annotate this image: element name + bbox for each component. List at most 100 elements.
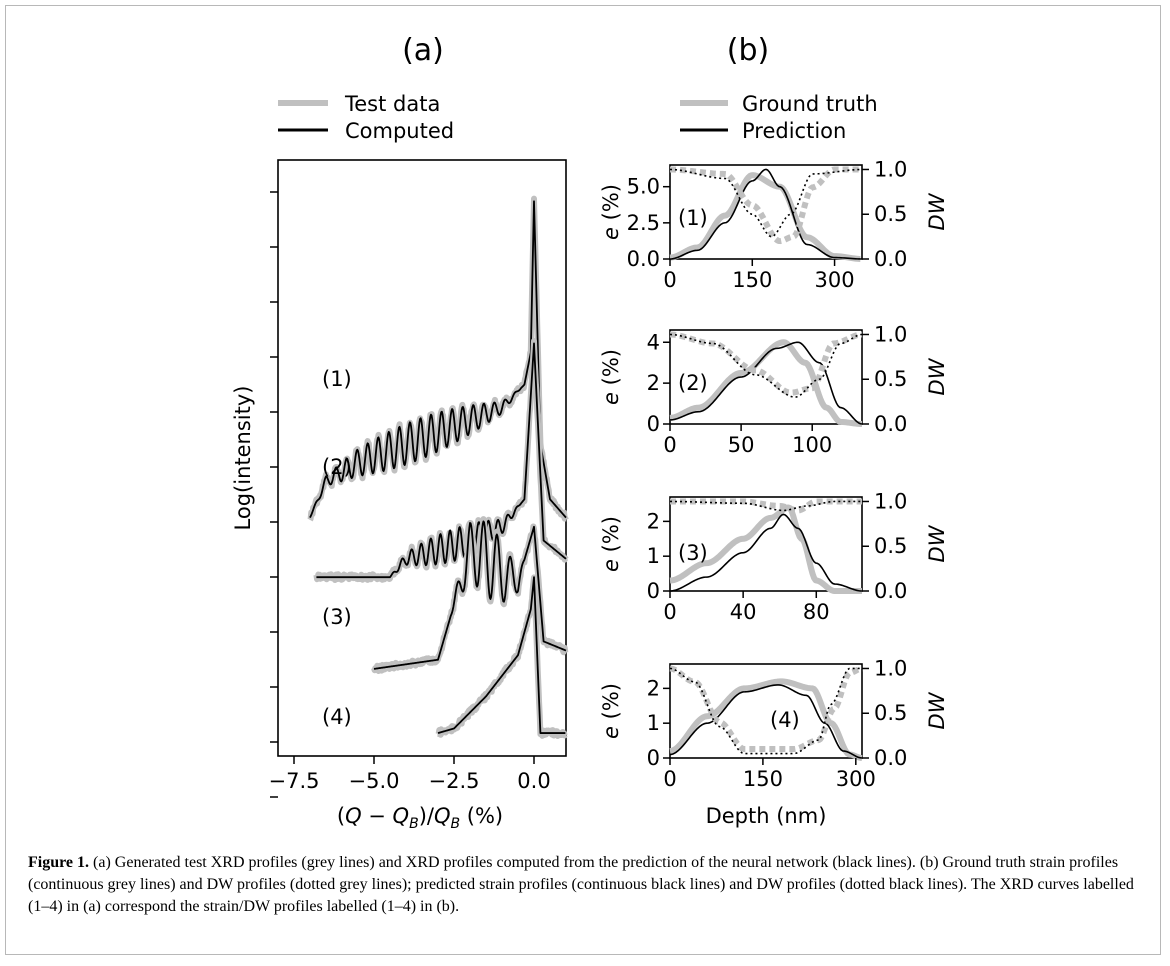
depth-tick-label: 300 bbox=[815, 268, 855, 292]
profile-axes-frame bbox=[669, 496, 863, 592]
panel-a-label: (a) bbox=[402, 33, 444, 68]
figure-frame bbox=[5, 5, 1161, 955]
xrd-x-tick-label: 0.0 bbox=[517, 769, 550, 793]
dw-tick-label: 0.5 bbox=[874, 701, 907, 725]
depth-tick-label: 0 bbox=[663, 767, 676, 791]
strain-tick-label: 5.0 bbox=[627, 175, 660, 199]
strain-tick-label: 1 bbox=[647, 711, 660, 735]
dw-tick-label: 1.0 bbox=[874, 656, 907, 680]
ground-truth-strain-curve bbox=[668, 504, 864, 594]
dw-tick-label: 0.5 bbox=[874, 367, 907, 391]
strain-tick-label: 4 bbox=[647, 330, 660, 354]
computed-curve bbox=[309, 200, 567, 519]
strain-axis-label: e (%) bbox=[599, 683, 623, 739]
figure-canvas: (a) (b) Test data Computed Ground truth … bbox=[231, 33, 949, 832]
xrd-y-ticks bbox=[270, 191, 278, 798]
profile-axes-frame bbox=[669, 329, 863, 425]
xrd-x-ticks: −7.5 −5.0 −2.5 0.0 bbox=[269, 756, 551, 793]
profile-chart-3: 0 1 2 0.0 0.5 1.0 0 40 80 e (%) DW (3) bbox=[599, 489, 949, 624]
profile-label: (4) bbox=[770, 708, 800, 732]
depth-tick-label: 0 bbox=[663, 433, 676, 457]
dw-tick-label: 1.0 bbox=[874, 322, 907, 346]
computed-curve bbox=[373, 520, 567, 670]
prediction-dw-curve bbox=[669, 333, 863, 398]
ground-truth-dw-curve bbox=[668, 665, 864, 753]
xrd-label-4: (4) bbox=[322, 705, 352, 729]
dw-tick-label: 1.0 bbox=[874, 157, 907, 181]
prediction-strain-curve bbox=[669, 341, 863, 425]
profile-chart-4: 0 1 2 0.0 0.5 1.0 0 150 300 e (%) DW (4) bbox=[599, 656, 949, 791]
legend-prediction-label: Prediction bbox=[742, 119, 846, 143]
depth-axis-label: Depth (nm) bbox=[706, 804, 827, 828]
dw-tick-label: 0.0 bbox=[874, 247, 907, 271]
strain-tick-label: 0 bbox=[647, 412, 660, 436]
caption-text: (a) Generated test XRD profiles (grey li… bbox=[28, 854, 1134, 915]
dw-axis-label: DW bbox=[925, 357, 949, 395]
dw-tick-label: 0.0 bbox=[874, 746, 907, 770]
computed-curve bbox=[316, 342, 567, 579]
profile-axes-frame bbox=[669, 663, 863, 759]
prediction-strain-curve bbox=[669, 168, 861, 260]
depth-tick-label: 80 bbox=[803, 600, 830, 624]
legend-ground-truth-label: Ground truth bbox=[742, 92, 878, 116]
xrd-x-tick-label: −5.0 bbox=[349, 769, 400, 793]
strain-tick-label: 0 bbox=[647, 746, 660, 770]
strain-tick-label: 2 bbox=[647, 676, 660, 700]
dw-tick-label: 0.5 bbox=[874, 534, 907, 558]
profile-label: (3) bbox=[678, 541, 708, 565]
strain-axis-label: e (%) bbox=[599, 184, 623, 240]
xrd-x-axis-label: (Q − QB)/QB (%) bbox=[337, 804, 503, 832]
computed-curve bbox=[437, 576, 566, 734]
dw-tick-label: 0.0 bbox=[874, 412, 907, 436]
dw-tick-label: 1.0 bbox=[874, 489, 907, 513]
strain-tick-label: 1 bbox=[647, 544, 660, 568]
caption-label: Figure 1. bbox=[28, 854, 90, 871]
dw-axis-label: DW bbox=[925, 192, 949, 230]
depth-tick-label: 150 bbox=[743, 767, 783, 791]
figure-caption: Figure 1. (a) Generated test XRD profile… bbox=[28, 852, 1138, 918]
profile-chart-2: 0 2 4 0.0 0.5 1.0 0 50 100 e (%) DW (2) bbox=[599, 322, 949, 457]
panel-b-label: (b) bbox=[727, 33, 769, 68]
strain-axis-label: e (%) bbox=[599, 349, 623, 405]
xrd-axes-frame bbox=[277, 159, 567, 757]
strain-tick-label: 2 bbox=[647, 371, 660, 395]
prediction-dw-curve bbox=[669, 168, 861, 238]
depth-tick-label: 0 bbox=[663, 268, 676, 292]
depth-tick-label: 40 bbox=[730, 600, 757, 624]
dw-tick-label: 0.5 bbox=[874, 202, 907, 226]
depth-tick-label: 100 bbox=[792, 433, 832, 457]
xrd-label-2: (2) bbox=[322, 455, 352, 479]
depth-tick-label: 50 bbox=[728, 433, 755, 457]
strain-tick-label: 0 bbox=[647, 579, 660, 603]
xrd-y-axis-label: Log(intensity) bbox=[231, 386, 255, 531]
dw-axis-label: DW bbox=[925, 524, 949, 562]
ground-truth-dw-curve bbox=[668, 331, 864, 396]
profile-axes-frame bbox=[669, 164, 863, 260]
xrd-curves bbox=[307, 195, 569, 739]
ground-truth-strain-curve bbox=[668, 678, 864, 761]
prediction-strain-curve bbox=[669, 684, 863, 759]
ground-truth-strain-curve bbox=[668, 172, 862, 262]
ground-truth-dw-curve bbox=[668, 498, 864, 514]
depth-tick-label: 0 bbox=[663, 600, 676, 624]
xrd-label-3: (3) bbox=[322, 605, 352, 629]
strain-axis-label: e (%) bbox=[599, 516, 623, 572]
strain-tick-label: 2 bbox=[647, 509, 660, 533]
xrd-chart: −7.5 −5.0 −2.5 0.0 (1) (2) (3) (4) Log(inte… bbox=[231, 159, 569, 832]
profile-label: (2) bbox=[678, 371, 708, 395]
legend-test-data-label: Test data bbox=[344, 92, 440, 116]
depth-tick-label: 150 bbox=[732, 268, 772, 292]
profile-chart-1: 0.0 2.5 5.0 0.0 0.5 1.0 0 150 300 e (%) DW (1) bbox=[599, 157, 949, 292]
strain-tick-label: 2.5 bbox=[627, 211, 660, 235]
strain-tick-label: 0.0 bbox=[627, 247, 660, 271]
prediction-dw-curve bbox=[669, 500, 862, 512]
prediction-dw-curve bbox=[669, 667, 862, 755]
profile-label: (1) bbox=[678, 206, 708, 230]
xrd-x-tick-label: −7.5 bbox=[269, 769, 320, 793]
dw-tick-label: 0.0 bbox=[874, 579, 907, 603]
xrd-label-1: (1) bbox=[322, 367, 352, 391]
depth-tick-label: 300 bbox=[836, 767, 876, 791]
legend-computed-label: Computed bbox=[345, 119, 454, 143]
prediction-strain-curve bbox=[669, 513, 863, 592]
